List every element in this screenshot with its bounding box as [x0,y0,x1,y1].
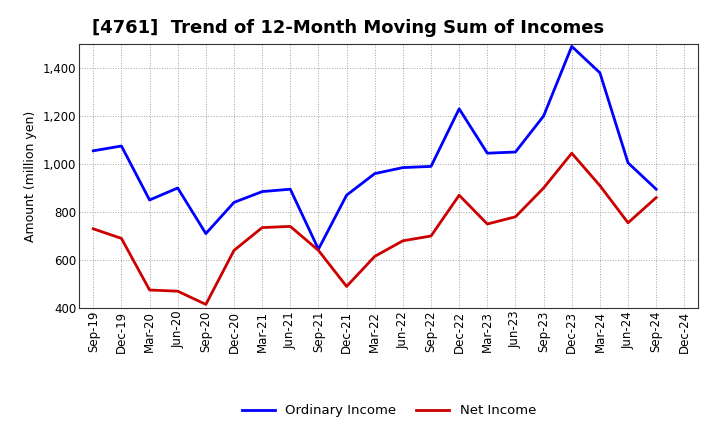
Ordinary Income [314,246,323,252]
Ordinary Income [202,231,210,236]
Net Income [314,248,323,253]
Ordinary Income [89,148,98,154]
Net Income [539,185,548,191]
Ordinary Income [539,114,548,119]
Ordinary Income [230,200,238,205]
Ordinary Income [455,106,464,111]
Net Income [567,150,576,156]
Net Income [624,220,632,225]
Legend: Ordinary Income, Net Income: Ordinary Income, Net Income [236,399,541,423]
Ordinary Income [174,185,182,191]
Net Income [202,302,210,307]
Net Income [342,284,351,289]
Net Income [370,254,379,259]
Net Income [286,224,294,229]
Ordinary Income [145,198,154,203]
Ordinary Income [483,150,492,156]
Net Income [427,233,436,238]
Ordinary Income [567,44,576,49]
Net Income [399,238,408,243]
Line: Net Income: Net Income [94,153,656,304]
Ordinary Income [595,70,604,75]
Ordinary Income [427,164,436,169]
Ordinary Income [258,189,266,194]
Net Income [145,287,154,293]
Net Income [595,183,604,188]
Ordinary Income [624,160,632,165]
Ordinary Income [370,171,379,176]
Y-axis label: Amount (million yen): Amount (million yen) [24,110,37,242]
Net Income [258,225,266,230]
Net Income [652,195,660,200]
Ordinary Income [117,143,126,149]
Net Income [174,289,182,294]
Ordinary Income [511,149,520,154]
Net Income [230,248,238,253]
Text: [4761]  Trend of 12-Month Moving Sum of Incomes: [4761] Trend of 12-Month Moving Sum of I… [91,19,603,37]
Ordinary Income [342,193,351,198]
Net Income [117,236,126,241]
Ordinary Income [652,187,660,192]
Line: Ordinary Income: Ordinary Income [94,46,656,249]
Ordinary Income [399,165,408,170]
Net Income [455,193,464,198]
Net Income [483,221,492,227]
Ordinary Income [286,187,294,192]
Net Income [511,214,520,220]
Net Income [89,226,98,231]
